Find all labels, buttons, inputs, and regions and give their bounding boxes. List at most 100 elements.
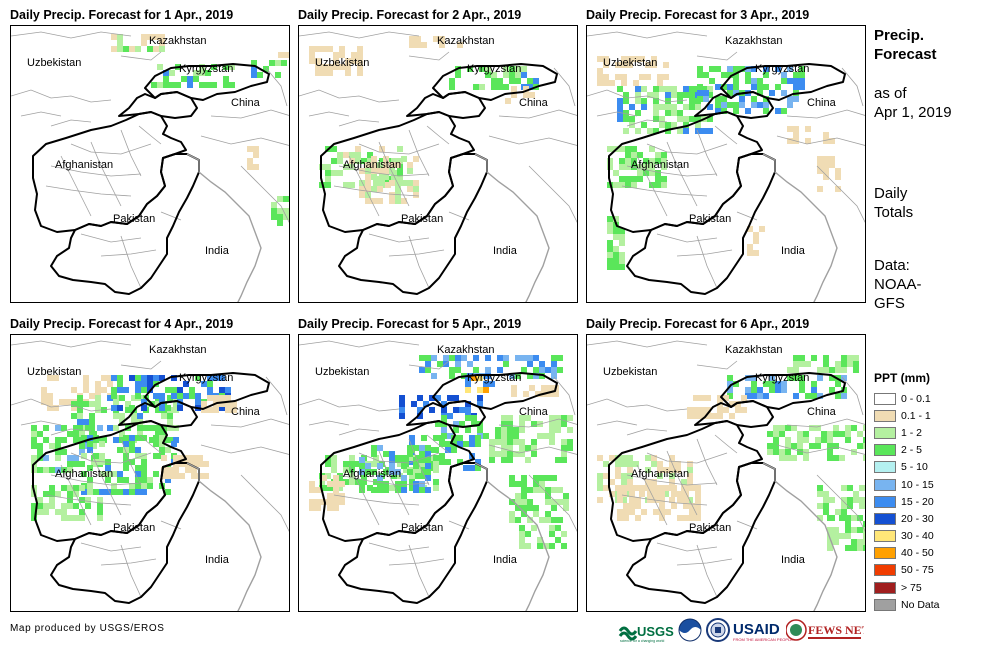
precip-cell [93, 453, 99, 459]
precip-cell [31, 509, 37, 515]
precip-cell [41, 399, 47, 405]
precip-cell [631, 182, 637, 188]
precip-cell [129, 447, 135, 453]
precip-cell [49, 503, 55, 509]
precip-cell [49, 443, 55, 449]
thin-boundary [50, 119, 92, 127]
precip-cell [371, 174, 377, 180]
precip-cell [173, 437, 179, 443]
precip-cell [827, 431, 833, 437]
precip-cell [721, 84, 727, 90]
precip-cell [179, 455, 185, 461]
thin-boundary [408, 544, 430, 598]
precip-cell [619, 182, 625, 188]
precip-cell [551, 373, 557, 379]
precip-cell [135, 435, 141, 441]
precip-cell [821, 437, 827, 443]
precip-cell [383, 162, 389, 168]
precip-cell [555, 525, 561, 531]
precip-cell [389, 168, 395, 174]
precip-cell [823, 355, 829, 361]
precip-cell [377, 481, 383, 487]
thin-boundary [776, 444, 865, 455]
precip-cell [371, 162, 377, 168]
precip-field [309, 355, 573, 549]
usaid-logo-text: USAID [733, 621, 780, 638]
precip-cell [349, 182, 355, 188]
legend-label: 50 - 75 [901, 564, 934, 577]
precip-cell [421, 42, 427, 48]
precip-cell [441, 427, 447, 433]
precip-cell [539, 367, 545, 373]
precip-cell [655, 176, 661, 182]
precip-cell [445, 459, 451, 465]
precip-cell [247, 158, 253, 164]
precip-cell [527, 361, 533, 367]
precip-cell [79, 431, 85, 437]
precip-cell [315, 505, 321, 511]
boundary-lines [299, 340, 577, 598]
precip-cell [515, 505, 521, 511]
legend-item: 10 - 15 [874, 476, 940, 493]
precip-cell [661, 158, 667, 164]
precip-cell [47, 399, 53, 405]
map-panel-6: Kazakhstan Uzbekistan Kyrgyzstan China Afgha… [586, 334, 866, 612]
precip-cell [509, 373, 515, 379]
precip-cell [111, 483, 117, 489]
precip-cell [417, 407, 423, 413]
precip-cell [475, 435, 481, 441]
precip-cell [619, 234, 625, 240]
precip-cell [223, 82, 229, 88]
precip-cell [817, 503, 823, 509]
thin-boundary [816, 165, 865, 223]
precip-cell [421, 473, 427, 479]
precip-cell [639, 56, 645, 62]
precip-cell [841, 355, 847, 361]
precip-cell [733, 90, 739, 96]
precip-cell [637, 152, 643, 158]
precip-cell [207, 381, 213, 387]
precip-cell [105, 471, 111, 477]
precip-cell [505, 98, 511, 104]
precip-cell [225, 407, 231, 413]
precip-cell [365, 192, 371, 198]
precip-cell [111, 489, 117, 495]
precip-cell [203, 473, 209, 479]
precip-cell [389, 162, 395, 168]
precip-cell [649, 146, 655, 152]
precip-cell [253, 152, 259, 158]
precip-cell [333, 499, 339, 505]
precip-cell [797, 431, 803, 437]
precip-cell [853, 497, 859, 503]
precip-cell [677, 128, 683, 134]
precip-cell [603, 461, 609, 467]
thin-boundary [120, 235, 142, 289]
precip-cell [37, 443, 43, 449]
precip-cell [851, 539, 857, 545]
precip-cell [111, 405, 117, 411]
precip-cell [425, 367, 431, 373]
precip-cell [543, 543, 549, 549]
thin-boundary [786, 109, 865, 119]
precip-cell [857, 515, 863, 521]
precip-cell [419, 355, 425, 361]
precip-cell [117, 387, 123, 393]
precip-cell [143, 425, 149, 431]
map-label-china: China [231, 406, 261, 418]
precip-cell [607, 146, 613, 152]
country-borders [320, 372, 558, 604]
precip-cell [95, 381, 101, 387]
precip-cell [389, 463, 395, 469]
precip-cell [43, 455, 49, 461]
precip-cell [657, 467, 663, 473]
precip-cell [779, 449, 785, 455]
precip-cell [823, 491, 829, 497]
precip-cell [87, 447, 93, 453]
precip-cell [787, 78, 793, 84]
precip-cell [383, 168, 389, 174]
precip-cell [701, 128, 707, 134]
precip-cell [113, 413, 119, 419]
precip-cell [331, 170, 337, 176]
precip-cell [321, 70, 327, 76]
